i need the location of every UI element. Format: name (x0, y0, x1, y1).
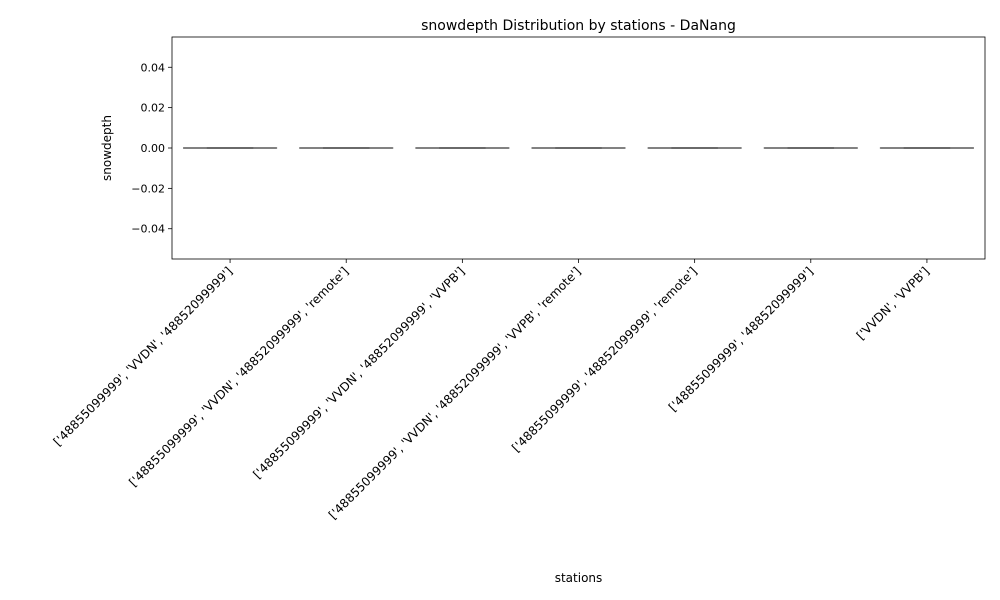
y-tick-label: −0.04 (131, 223, 165, 236)
x-tick-label: ['48855099999', 'VVDN', '48852099999'] (51, 264, 236, 449)
y-axis-label: snowdepth (100, 115, 114, 181)
y-axis: −0.04 −0.02 0.00 0.02 0.04 (131, 61, 172, 236)
x-axis-label: stations (555, 571, 603, 585)
x-tick-label: ['48855099999', 'VVDN', '48852099999', '… (326, 264, 584, 522)
x-tick-label: ['48855099999', 'VVDN', '48852099999', '… (250, 264, 467, 481)
y-tick-label: 0.04 (141, 61, 166, 74)
x-tick-label: ['48855099999', '48852099999', 'remote'] (509, 264, 700, 455)
x-axis: ['48855099999', 'VVDN', '48852099999']['… (51, 259, 932, 522)
y-tick-label: 0.02 (141, 102, 166, 115)
plot-frame (171, 36, 986, 260)
x-tick-label: ['48855099999', '48852099999'] (666, 264, 816, 414)
x-tick-label: ['VVDN', 'VVPB'] (854, 264, 932, 342)
y-tick-label: 0.00 (141, 142, 166, 155)
y-tick-label: −0.02 (131, 182, 165, 195)
x-tick-label: ['48855099999', 'VVDN', '48852099999', '… (126, 264, 351, 489)
chart-title: snowdepth Distribution by stations - DaN… (421, 18, 736, 34)
